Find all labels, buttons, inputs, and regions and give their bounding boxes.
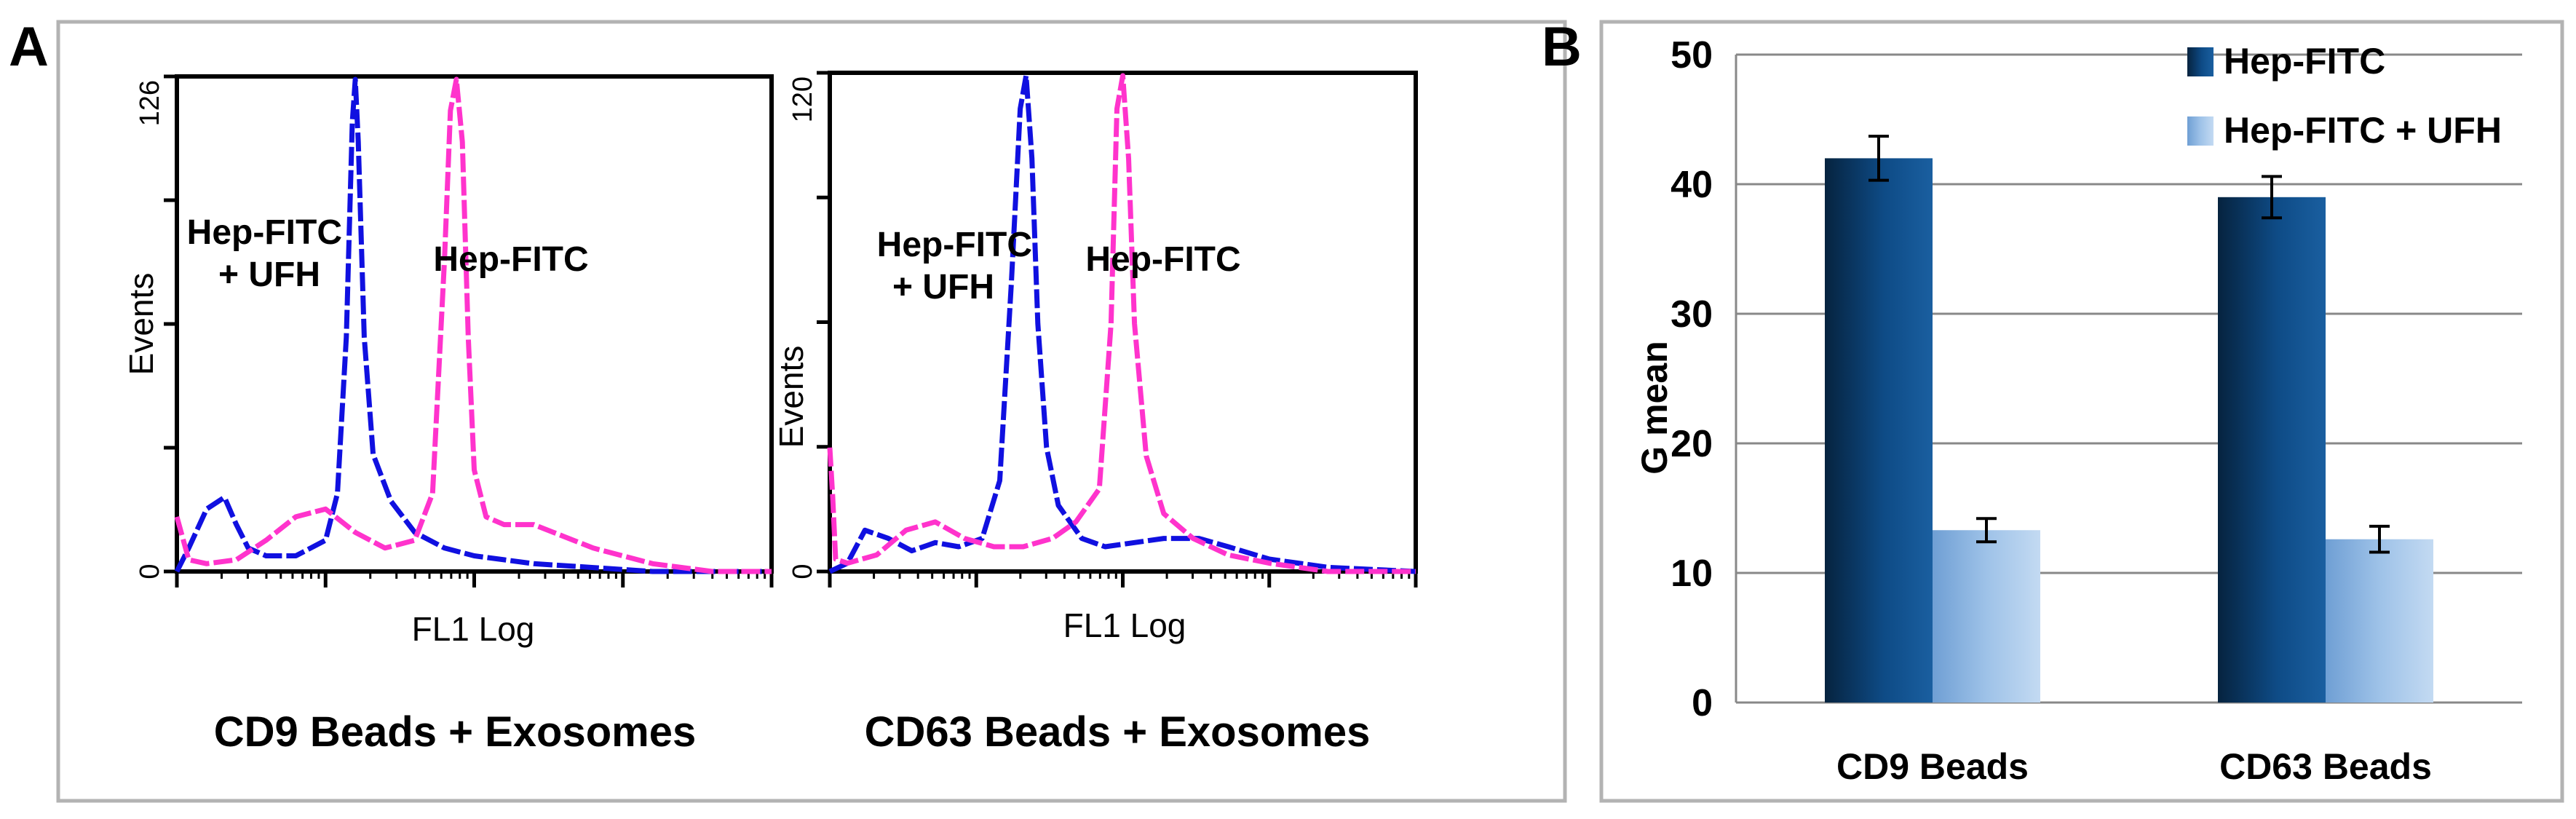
legend-label-hep-fitc-ufh: Hep-FITC + UFH <box>2224 110 2502 151</box>
bar-chart-y-tick-label: 0 <box>1692 682 1713 724</box>
histogram-cd9-title: CD9 Beads + Exosomes <box>214 708 696 756</box>
histogram-cd9-series <box>174 76 772 574</box>
bar-hep-fitc-cd63 <box>2218 197 2326 703</box>
histogram-cd63-annotation-ufh: Hep-FITC + UFH <box>877 226 1042 306</box>
histogram-cd9-annotation-ufh-line1: Hep-FITC <box>187 213 342 252</box>
panel-b: B 0 10 20 30 40 50 CD9 Beads CD63 Beads Hep-FITC… <box>1542 16 2564 803</box>
histogram-cd63-annotation-fitc: Hep-FITC <box>1085 240 1240 279</box>
histogram-cd9-annotation-ufh-line2: + UFH <box>218 256 320 294</box>
histogram-cd9-y-tick-max: 126 <box>135 80 165 126</box>
histogram-cd9-y-label: Events <box>122 273 160 376</box>
histogram-cd9-annotation-fitc: Hep-FITC <box>433 240 588 279</box>
histogram-cd63-y-tick-max: 120 <box>788 76 818 122</box>
histogram-cd63-series <box>827 73 1416 574</box>
bar-chart-category-label: CD9 Beads <box>1836 746 2029 787</box>
panel-b-border <box>1599 20 2564 803</box>
bar-chart-y-tick-label: 30 <box>1671 293 1713 336</box>
bar-hep-fitc-cd9 <box>1825 158 1933 703</box>
histogram-cd9-y-tick-zero: 0 <box>135 563 165 579</box>
histogram-cd9-frame <box>175 74 774 574</box>
bar-chart-y-tick-label: 40 <box>1671 164 1713 206</box>
histogram-cd63-y-label: Events <box>772 346 810 448</box>
histogram-cd63-series-hep-fitc <box>827 73 1416 574</box>
histogram-cd63-x-label: FL1 Log <box>1063 606 1186 644</box>
histogram-cd9-series-hep-fitc-ufh <box>174 76 772 574</box>
histogram-cd9-x-ticks <box>164 74 774 587</box>
histogram-cd63: 120 0 Events FL1 Log Hep-FITC + UFH Hep-… <box>772 71 1418 756</box>
bar-chart-y-label: G mean <box>1634 341 1675 474</box>
legend-label-hep-fitc: Hep-FITC <box>2224 41 2385 82</box>
histogram-cd9-annotation-ufh: Hep-FITC + UFH <box>187 213 352 294</box>
panel-a: A 126 0 Events FL1 Log Hep-FITC + UFH He… <box>9 16 1567 803</box>
bar-chart-y-tick-label: 10 <box>1671 553 1713 595</box>
panel-b-label: B <box>1542 16 1582 78</box>
legend-swatch-hep-fitc <box>2187 47 2214 76</box>
histogram-cd9: 126 0 Events FL1 Log Hep-FITC + UFH Hep-… <box>122 74 774 756</box>
legend-swatch-hep-fitc-ufh <box>2187 116 2214 146</box>
bar-hep-fitc-ufh-cd9 <box>1933 530 2040 703</box>
panel-a-border <box>56 20 1567 803</box>
bar-chart-y-tick-label: 50 <box>1671 34 1713 76</box>
histogram-cd63-y-tick-zero: 0 <box>788 563 818 579</box>
histogram-cd63-annotation-ufh-line2: + UFH <box>892 268 994 306</box>
histogram-cd9-series-hep-fitc <box>174 76 772 574</box>
bar-chart-y-tick-label: 20 <box>1671 423 1713 465</box>
histogram-cd9-x-label: FL1 Log <box>412 610 535 648</box>
histogram-cd63-frame <box>828 71 1418 574</box>
panel-a-label: A <box>9 16 49 78</box>
histogram-cd63-title: CD63 Beads + Exosomes <box>865 708 1371 756</box>
bar-chart-gmean: 0 10 20 30 40 50 CD9 Beads CD63 Beads Hep-FITC He… <box>1671 34 2522 787</box>
bar-hep-fitc-ufh-cd63 <box>2326 539 2433 703</box>
histogram-cd63-annotation-ufh-line1: Hep-FITC <box>877 226 1032 264</box>
bar-chart-category-label: CD63 Beads <box>2219 746 2432 787</box>
